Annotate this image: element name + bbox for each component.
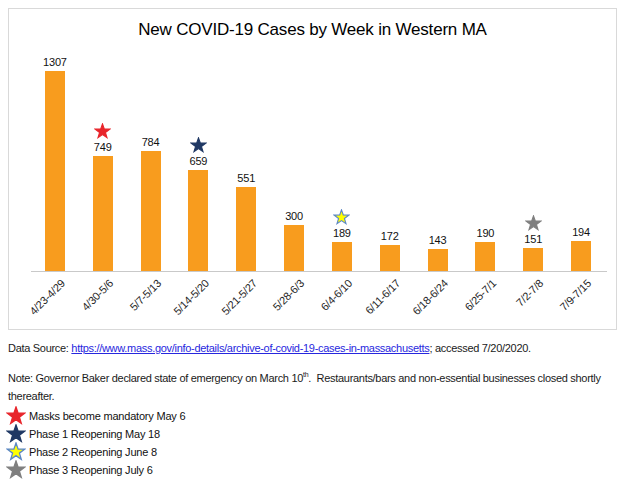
note-before-sup: Note: Governor Baker declared state of e…	[8, 372, 303, 384]
x-axis-label: 6/4-6/10	[318, 277, 354, 313]
data-source-line: Data Source: https://www.mass.gov/info-d…	[8, 342, 531, 354]
x-axis-labels: 4/23-4/29 4/30-5/6 5/7-5/135/14-5/205/21-5…	[9, 9, 616, 329]
legend-item: Phase 2 Reopening June 8	[6, 443, 185, 461]
data-source-link[interactable]: https://www.mass.gov/info-details/archiv…	[71, 342, 429, 354]
x-axis-label: 7/2-7/8	[514, 277, 546, 309]
legend-marker	[6, 460, 26, 480]
gray-star-icon	[6, 460, 26, 480]
legend-marker	[6, 424, 26, 444]
yellow-star-icon	[6, 442, 26, 462]
legend-label: Phase 1 Reopening May 18	[29, 428, 160, 440]
legend-marker	[6, 442, 26, 462]
data-source-suffix: ; accessed 7/20/2020.	[429, 342, 530, 354]
x-axis-label: 6/11-6/17	[363, 277, 403, 317]
legend-label: Phase 2 Reopening June 8	[29, 446, 157, 458]
legend-item: Phase 1 Reopening May 18	[6, 425, 185, 443]
x-axis-label: 5/28-6/3	[271, 277, 307, 313]
bar-chart: New COVID-19 Cases by Week in Western MA…	[8, 8, 617, 330]
legend-item: Phase 3 Reopening July 6	[6, 461, 185, 479]
page: { "chart_data": { "type": "bar", "title"…	[0, 0, 628, 487]
x-axis-label: 5/14-5/20	[171, 277, 211, 317]
legend-item: Masks become mandatory May 6	[6, 407, 185, 425]
x-axis-label: 5/21-5/27	[219, 277, 259, 317]
x-axis-label: 4/30-5/6	[79, 277, 115, 313]
navy-star-icon	[6, 424, 26, 444]
note-text: Note: Governor Baker declared state of e…	[8, 366, 624, 405]
red-star-icon	[6, 406, 26, 426]
x-axis-label: 5/7-5/13	[127, 277, 163, 313]
data-source-prefix: Data Source:	[8, 342, 71, 354]
x-axis-label: 7/9-7/15	[558, 277, 594, 313]
legend: Masks become mandatory May 6 Phase 1 Reop…	[6, 407, 185, 479]
x-axis-label: 6/18-6/24	[410, 277, 450, 317]
x-axis-label: 4/23-4/29	[27, 277, 67, 317]
legend-label: Phase 3 Reopening July 6	[29, 464, 153, 476]
legend-marker	[6, 406, 26, 426]
x-axis-label: 6/25-7/1	[462, 277, 498, 313]
legend-label: Masks become mandatory May 6	[29, 410, 185, 422]
